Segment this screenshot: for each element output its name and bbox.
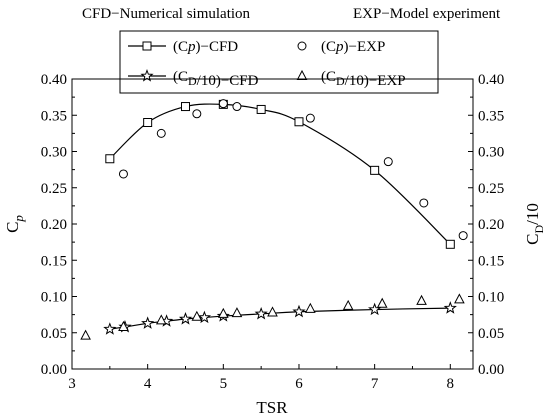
y-tick-label: 0.25 [41, 181, 67, 197]
y2-tick-label: 0.00 [478, 362, 504, 378]
data-point-square [143, 118, 153, 127]
data-point-circle [305, 113, 315, 123]
legend-box [119, 30, 439, 94]
legend-label: (CD/10)−CFD [173, 69, 259, 89]
data-point-triangle [80, 329, 91, 340]
data-point-circle [232, 102, 242, 112]
legend-label: (Cp)−CFD [173, 39, 238, 55]
data-point-star [254, 306, 268, 320]
y-axis-right: 0.00 0.05 0.10 0.15 0.20 0.25 0.30 0.35 0.40 [468, 72, 504, 378]
data-point-square [294, 117, 304, 127]
data-point-triangle [267, 306, 278, 317]
data-point-circle [192, 109, 202, 119]
data-point-triangle [416, 294, 427, 305]
data-point-triangle [231, 307, 243, 318]
annotation-exp: EXP−Model experiment [353, 6, 501, 22]
data-point-triangle [342, 299, 354, 310]
data-point-triangle [118, 320, 129, 331]
series-markers [80, 99, 468, 340]
y2-tick-label: 0.40 [478, 72, 504, 88]
annotation-cfd: CFD−Numerical simulation [82, 6, 251, 22]
x-tick-label: 7 [371, 376, 379, 392]
y-axis-label: Cp [3, 215, 26, 233]
x-axis: 3 4 5 6 7 8 [68, 364, 454, 392]
x-tick-label: 4 [144, 376, 152, 392]
y-axis-left: 0.00 0.05 0.10 0.15 0.20 0.25 0.30 0.35 0.40 [41, 72, 77, 378]
data-point-star [368, 302, 382, 316]
y2-tick-label: 0.25 [478, 181, 504, 197]
legend-label: (Cp)−EXP [321, 39, 385, 55]
y-tick-label: 0.15 [41, 253, 67, 269]
data-point-triangle [376, 297, 388, 308]
data-point-square [370, 165, 380, 175]
data-point-circle [218, 99, 228, 109]
data-point-circle [156, 128, 166, 138]
data-point-triangle [217, 307, 229, 318]
data-point-star [197, 310, 212, 324]
y-tick-label: 0.35 [41, 108, 67, 124]
x-tick-label: 6 [295, 376, 303, 392]
data-point-square [180, 102, 190, 112]
data-point-square [445, 239, 455, 249]
data-point-circle [118, 169, 128, 179]
legend-marker-circle [297, 41, 307, 51]
data-point-circle [383, 157, 393, 167]
data-point-circle [458, 231, 468, 241]
data-point-triangle [155, 314, 167, 325]
x-tick-label: 3 [68, 376, 76, 392]
data-point-star [141, 316, 155, 329]
data-point-triangle [454, 293, 465, 304]
data-point-square [105, 154, 115, 164]
y2-tick-label: 0.20 [478, 217, 504, 233]
data-point-star [103, 322, 117, 335]
data-point-star [178, 312, 193, 325]
data-point-triangle [191, 310, 203, 321]
y2-tick-label: 0.10 [478, 290, 504, 306]
data-point-star [292, 304, 306, 318]
y-tick-label: 0.05 [41, 326, 67, 342]
legend-marker-square [142, 41, 152, 51]
y-tick-label: 0.30 [41, 145, 67, 161]
data-point-star [443, 301, 457, 314]
legend: (Cp)−CFD (Cp)−EXP (CD/10)−CFD (CD/10)−EXP [119, 30, 439, 94]
x-tick-label: 5 [220, 376, 228, 392]
x-tick-label: 8 [447, 376, 455, 392]
y2-tick-label: 0.15 [478, 253, 504, 269]
data-point-circle [419, 198, 429, 208]
y-tick-label: 0.40 [41, 72, 67, 88]
legend-marker-star [140, 69, 154, 82]
series-line-0 [109, 103, 451, 245]
x-axis-label: TSR [256, 398, 288, 417]
y-tick-label: 0.20 [41, 217, 67, 233]
data-point-triangle [304, 302, 316, 313]
y2-tick-label: 0.05 [478, 326, 504, 342]
data-point-square [256, 104, 266, 114]
y2-tick-label: 0.35 [478, 108, 504, 124]
y2-axis-label: CD/10 [523, 203, 546, 245]
y-tick-label: 0.00 [41, 362, 67, 378]
legend-label: (CD/10)−EXP [321, 69, 406, 89]
y-tick-label: 0.10 [41, 290, 67, 306]
y2-tick-label: 0.30 [478, 145, 504, 161]
